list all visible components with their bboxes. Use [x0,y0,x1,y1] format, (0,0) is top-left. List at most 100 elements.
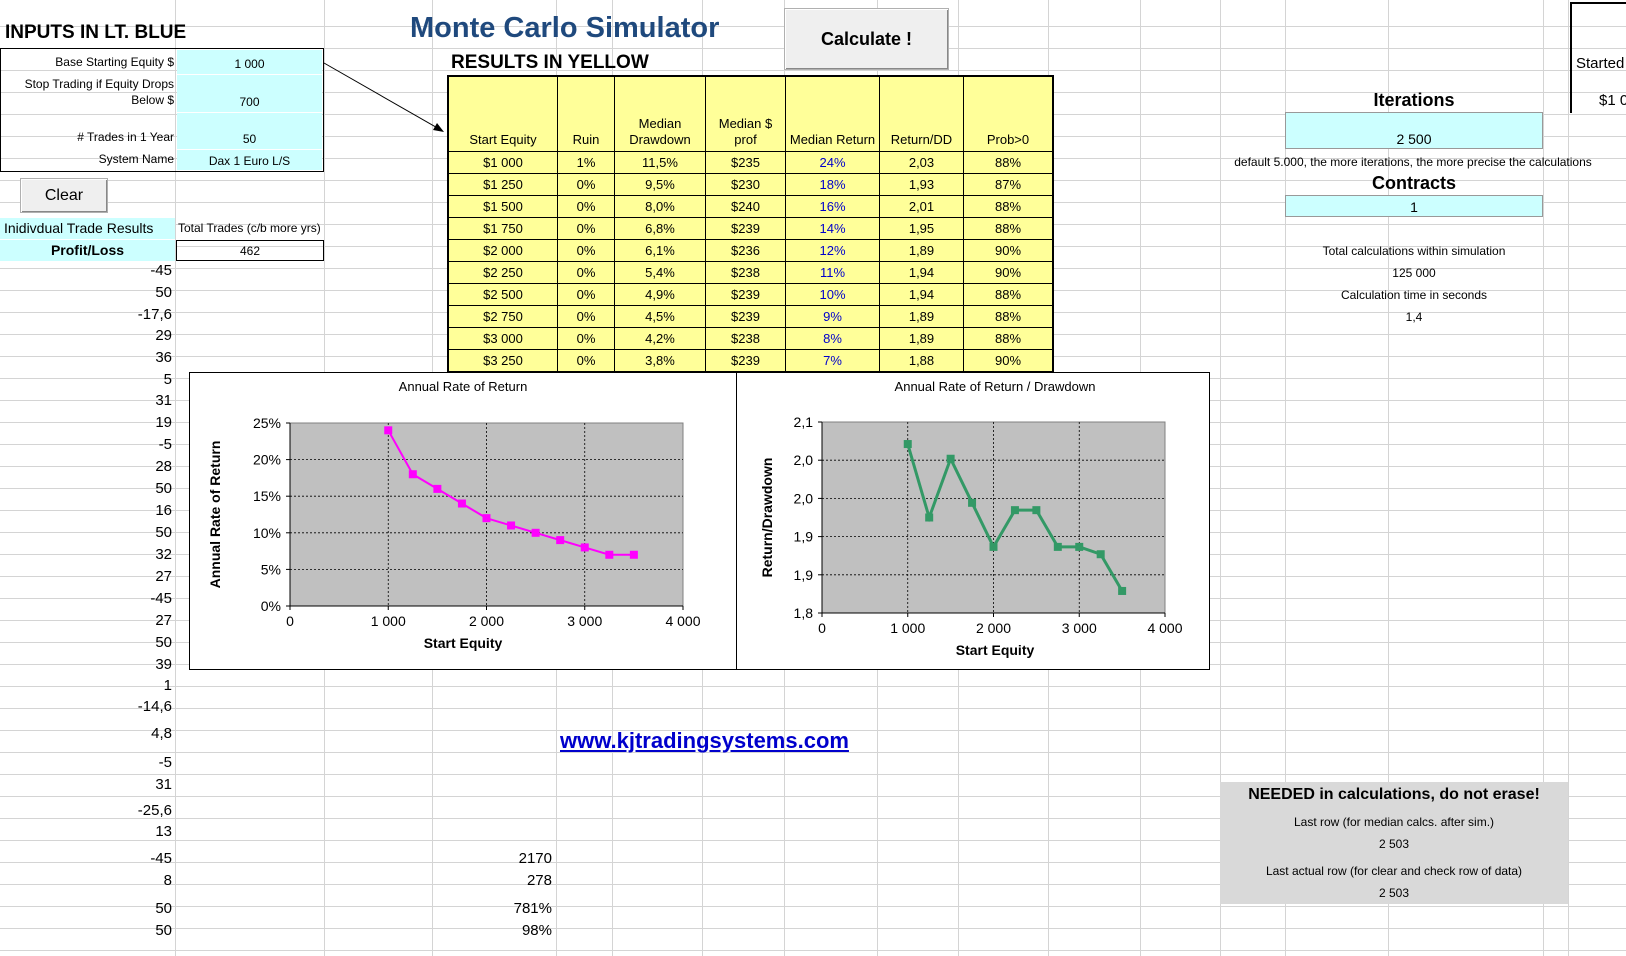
results-row: $1 000 1% 11,5% $235 24% 2,03 88% [447,151,1054,174]
results-row: $2 500 0% 4,9% $239 10% 1,94 88% [447,283,1054,306]
last-row-label: Last row (for median calcs. after sim.) [1293,815,1495,829]
total-trades-label: Total Trades (c/b more yrs) [178,221,321,235]
calc-time-label: Calculation time in seconds [1340,288,1488,302]
x-tick-label: 2 000 [976,620,1011,636]
chart-return-dd: Annual Rate of Return / Drawdown 0 1 000 2 … [759,379,1183,658]
iterations-note: default 5.000, the more iterations, the … [1234,155,1592,169]
individual-trade-results-label: Inidivdual Trade Results [0,218,175,239]
results-cell: 18% [785,173,880,196]
iterations-label: Iterations [1373,90,1455,110]
started-label: Started [1576,55,1625,72]
results-header: RESULTS IN YELLOW [451,52,649,73]
results-cell: 0% [557,305,615,328]
inputs-header: INPUTS IN LT. BLUE [5,22,187,43]
col-ruin: Ruin [557,75,615,152]
side-value: 781% [513,900,552,917]
trade-result-value: 31 [155,776,172,793]
total-trades-value: 462 [176,240,324,261]
iterations-field[interactable]: 2 500 [1285,112,1543,149]
data-point [925,513,934,522]
data-point [903,440,912,449]
y-axis-label: Return/Drawdown [759,458,775,578]
results-cell: 1,93 [879,173,964,196]
calculate-button[interactable]: Calculate ! [784,8,949,70]
clear-button[interactable]: Clear [20,178,108,213]
trades-label: # Trades in 1 Year [77,130,174,144]
x-tick-label: 1 000 [371,613,406,629]
results-cell: $1 750 [447,217,558,240]
inputs-frame [0,48,324,172]
results-cell: 4,2% [614,327,706,350]
trade-result-value: 28 [155,458,172,475]
trade-result-value: 27 [155,568,172,585]
data-point [384,426,393,435]
results-row: $1 500 0% 8,0% $240 16% 2,01 88% [447,195,1054,218]
results-cell: 0% [557,327,615,350]
results-cell: $239 [705,217,786,240]
side-value: 278 [526,872,552,889]
y-tick-label: 2,1 [794,414,814,430]
results-row: $3 250 0% 3,8% $239 7% 1,88 90% [447,349,1054,372]
results-cell: 0% [557,261,615,284]
results-cell: 90% [963,349,1054,372]
trade-result-value: 13 [155,823,172,840]
y-tick-label: 0% [261,598,281,614]
results-cell: 7% [785,349,880,372]
trade-result-value: 50 [155,480,172,497]
x-tick-label: 0 [286,613,294,629]
trade-result-value: 50 [155,284,172,301]
website-link[interactable]: www.kjtradingsystems.com [560,728,849,753]
trade-result-value: 50 [155,524,172,541]
results-row: $3 000 0% 4,2% $238 8% 1,89 88% [447,327,1054,350]
trade-result-value: 19 [155,414,172,431]
col-median-drawdown: Median Drawdown [614,75,706,152]
results-cell: 88% [963,217,1054,240]
trades-field[interactable]: 50 [177,113,322,149]
results-cell: $1 500 [447,195,558,218]
results-cell: $3 000 [447,327,558,350]
col-start-equity: Start Equity [447,75,558,152]
system-name-field[interactable]: Dax 1 Euro L/S [177,150,322,170]
results-table: Start Equity Ruin Median Drawdown Median… [447,75,1054,395]
started-box [1570,2,1626,113]
trade-result-value: -5 [158,436,172,453]
col-prob: Prob>0 [963,75,1054,152]
base-equity-field[interactable]: 1 000 [177,50,322,74]
results-cell: $238 [705,327,786,350]
data-point [946,454,955,463]
x-tick-label: 2 000 [469,613,504,629]
results-row: $1 250 0% 9,5% $230 18% 1,93 87% [447,173,1054,196]
results-cell: 4,5% [614,305,706,328]
data-point [629,550,638,559]
results-cell: 0% [557,283,615,306]
results-cell: 8% [785,327,880,350]
x-tick-label: 3 000 [1062,620,1097,636]
y-axis-label: Annual Rate of Return [207,441,223,589]
results-cell: 0% [557,349,615,372]
results-cell: 1,94 [879,261,964,284]
results-cell: 3,8% [614,349,706,372]
col-return-dd: Return/DD [879,75,964,152]
results-cell: 1,89 [879,305,964,328]
results-cell: $236 [705,239,786,262]
y-tick-label: 1,8 [794,605,814,621]
results-cell: 12% [785,239,880,262]
data-point [1096,550,1105,559]
trade-result-value: -14,6 [137,698,172,715]
results-cell: $1 000 [447,151,558,174]
results-cell: 1% [557,151,615,174]
page-title: Monte Carlo Simulator [410,12,720,44]
stop-equity-field[interactable]: 700 [177,75,322,112]
trade-result-value: 50 [155,922,172,939]
results-cell: 88% [963,195,1054,218]
trade-result-value: -45 [150,850,172,867]
data-point [556,536,565,545]
data-point [482,514,491,523]
results-cell: 0% [557,173,615,196]
contracts-field[interactable]: 1 [1285,195,1543,217]
trade-result-value: 27 [155,612,172,629]
stop-label-line1: Stop Trading if Equity Drops [24,77,174,91]
results-cell: $1 250 [447,173,558,196]
results-cell: 90% [963,239,1054,262]
trade-result-value: 36 [155,349,172,366]
